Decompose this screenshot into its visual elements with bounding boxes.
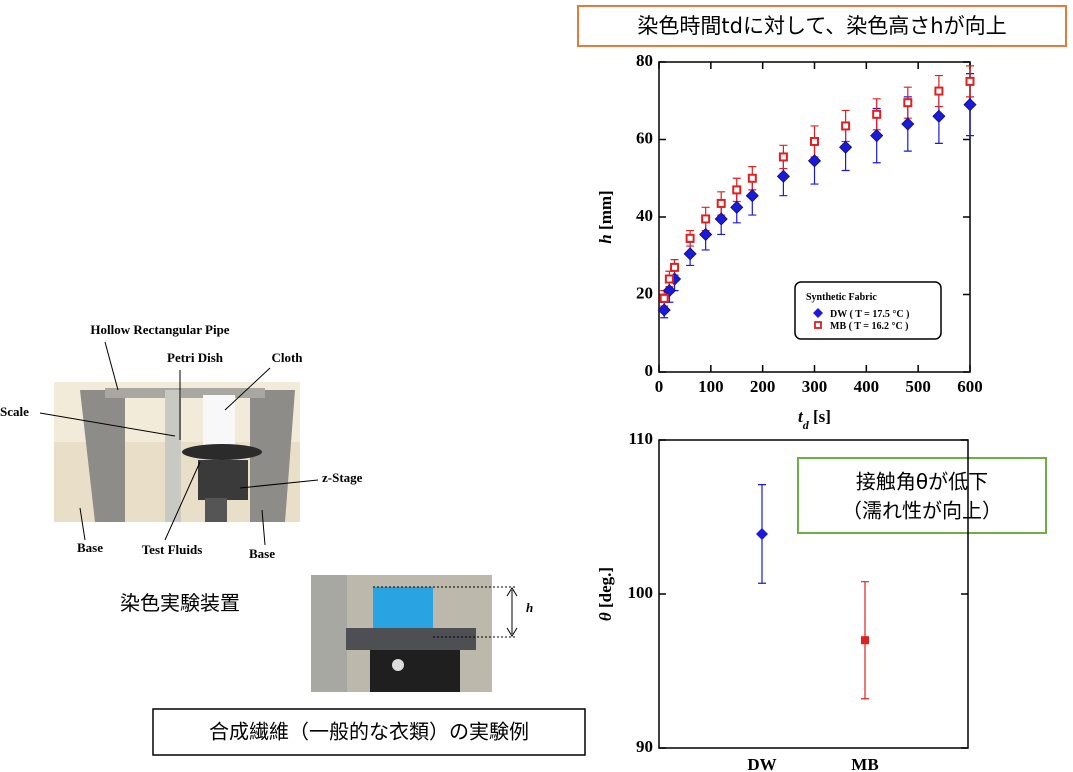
x-tick-label: 300 <box>802 377 828 396</box>
x-tick-label: 100 <box>698 377 724 396</box>
top-box <box>577 5 1067 47</box>
data-point <box>841 121 851 131</box>
photo-label: Scale <box>0 404 29 419</box>
photo-label: Test Fluids <box>142 542 203 557</box>
photo-label: Petri Dish <box>167 350 224 365</box>
data-point <box>870 129 884 143</box>
legend-box <box>794 281 942 340</box>
x-tick-label: 200 <box>750 377 776 396</box>
y-tick-label: 110 <box>628 429 653 448</box>
h-marker <box>373 586 518 638</box>
data-point <box>662 284 676 298</box>
data-point <box>716 198 726 208</box>
y-tick-label: 90 <box>636 737 653 756</box>
leader-lines <box>39 341 319 546</box>
axis-label-part: θ <box>596 612 615 621</box>
legend-title: Synthetic Fabric <box>806 292 877 303</box>
photo-label: h <box>526 600 533 615</box>
data-point <box>730 200 744 214</box>
photo-label: Cloth <box>271 350 303 365</box>
contact-box <box>797 457 1047 534</box>
data-point <box>965 76 975 86</box>
data-point <box>934 86 944 96</box>
axis-label: td [s] <box>798 407 831 432</box>
caption: 染色実験装置 <box>120 591 240 615</box>
y-tick-label: 0 <box>645 361 654 380</box>
legend-marker <box>814 321 822 329</box>
data-point <box>714 212 728 226</box>
data-point <box>861 636 869 645</box>
axis-label: θ [deg.] <box>596 567 615 621</box>
contact-annotation: 接触角θが低下 <box>856 470 988 494</box>
y-tick-label: 40 <box>636 206 653 225</box>
data-point <box>670 262 680 272</box>
data-point <box>872 109 882 119</box>
x-tick-label: 600 <box>957 377 983 396</box>
legend-label: MB ( T = 16.2 °C ) <box>830 321 909 332</box>
data-point <box>839 140 853 154</box>
example-photo <box>311 575 492 692</box>
y-tick-label: 20 <box>636 283 653 302</box>
x-tick-label: 400 <box>854 377 880 396</box>
data-point <box>776 169 790 183</box>
legend-marker <box>813 308 823 318</box>
data-point <box>932 109 946 123</box>
data-point <box>747 173 757 183</box>
photo-label: Base <box>249 546 275 561</box>
data-point <box>963 98 977 112</box>
y-tick-label: 60 <box>636 128 653 147</box>
data-point <box>699 227 713 242</box>
data-point <box>685 233 695 243</box>
photo-labels: Hollow Rectangular Pipe Petri Dish Cloth… <box>0 322 533 615</box>
top-annotation: 染色時間tdに対して、染色高さhが向上 <box>637 14 1006 38</box>
data-point <box>903 98 913 108</box>
x-tick-label: 0 <box>655 377 664 396</box>
data-point <box>659 293 669 303</box>
data-point <box>778 152 788 162</box>
x-tick-label: 500 <box>905 377 931 396</box>
axis-label-part: h <box>596 234 615 243</box>
photo-label: z-Stage <box>322 470 363 485</box>
data-point <box>657 303 671 317</box>
x-tick-label: DW <box>747 755 776 772</box>
data-point <box>745 189 759 203</box>
axis-label-part: d <box>803 418 810 432</box>
data-point <box>683 247 697 261</box>
photo-label: Base <box>77 540 103 555</box>
axis-label-part: [s] <box>809 407 831 426</box>
data-point <box>732 185 742 195</box>
y-tick-label: 80 <box>636 51 653 70</box>
y-tick-label: 100 <box>628 583 654 602</box>
data-point <box>807 154 822 168</box>
data-point <box>701 214 711 224</box>
apparatus-photo <box>54 382 300 522</box>
data-point <box>901 117 915 131</box>
caption-box <box>152 708 586 756</box>
legend-label: DW ( T = 17.5 °C ) <box>830 309 909 320</box>
contact-annotation: （濡れ性が向上） <box>842 499 1002 523</box>
data-point <box>810 136 819 146</box>
axis-label: h [mm] <box>596 190 615 243</box>
axis-label-part: t <box>798 407 804 426</box>
caption: 合成繊維（一般的な衣類）の実験例 <box>209 720 529 744</box>
data-point <box>664 274 674 284</box>
data-point <box>756 527 768 540</box>
axis-label-part: [mm] <box>596 190 615 234</box>
photo-label: Hollow Rectangular Pipe <box>90 322 229 337</box>
axis-label-part: [deg.] <box>596 567 615 612</box>
x-tick-label: MB <box>851 755 878 772</box>
